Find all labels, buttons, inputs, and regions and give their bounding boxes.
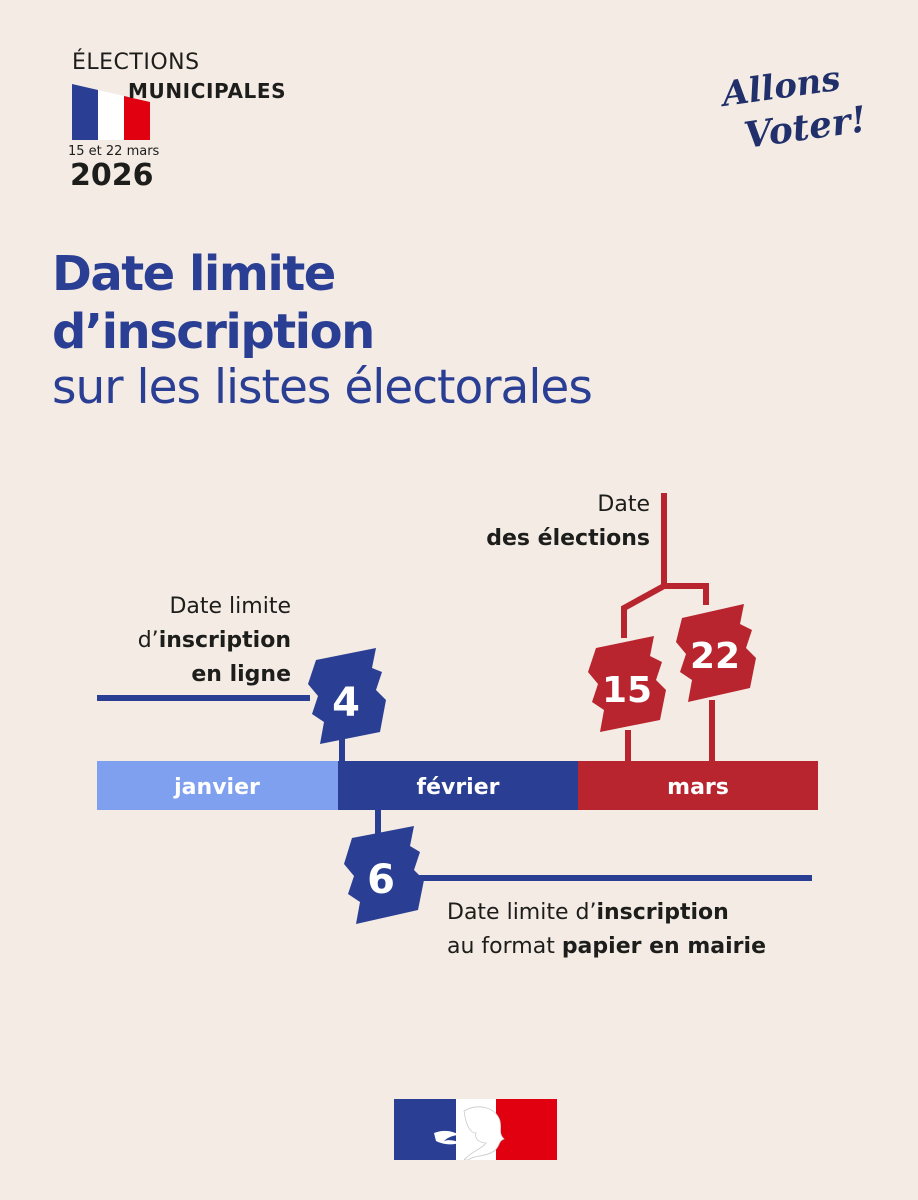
election-bracket-left bbox=[621, 583, 666, 638]
day-online: 4 bbox=[332, 680, 360, 726]
day-tag-online: 4 bbox=[308, 648, 386, 744]
day-tag-paper: 6 bbox=[344, 826, 424, 924]
title-line1: Date limite bbox=[52, 246, 336, 302]
title-line3: sur les listes électorales bbox=[52, 360, 593, 415]
header-dates: 15 et 22 mars bbox=[68, 144, 160, 159]
note-paper: Date limite d’inscription au format papi… bbox=[447, 896, 766, 964]
note-elections-line1: Date bbox=[597, 492, 650, 517]
note-elections-line2: des élections bbox=[486, 526, 650, 551]
day-second-round: 22 bbox=[690, 636, 740, 677]
day-paper: 6 bbox=[367, 857, 395, 903]
note-online-line3: en ligne bbox=[191, 662, 291, 687]
month-bar-fevrier bbox=[338, 761, 578, 810]
month-label-janvier: janvier bbox=[173, 775, 260, 800]
note-online-prefix: d’ bbox=[137, 628, 159, 653]
slogan-logo: Allons Voter! bbox=[717, 62, 866, 157]
month-label-fevrier: février bbox=[417, 775, 500, 800]
day-tag-second-round: 22 bbox=[676, 604, 756, 702]
day-tag-first-round: 15 bbox=[588, 636, 666, 732]
header-year: 2026 bbox=[70, 158, 154, 193]
note-paper-line1-bold: inscription bbox=[596, 900, 729, 925]
note-online-line2: d’inscription bbox=[138, 624, 291, 658]
note-online-line1: Date limite bbox=[169, 594, 291, 619]
french-flag-icon bbox=[72, 84, 150, 140]
note-paper-line1-prefix: Date limite d’ bbox=[447, 900, 597, 925]
header-elections: ÉLECTIONS bbox=[72, 50, 200, 75]
note-paper-line2: au format papier en mairie bbox=[447, 930, 766, 964]
note-paper-line1: Date limite d’inscription bbox=[447, 896, 766, 930]
marianne-logo bbox=[394, 1099, 557, 1160]
title-line2: d’inscription bbox=[52, 304, 375, 360]
note-paper-line2-bold: papier en mairie bbox=[561, 934, 766, 959]
note-online: Date limite d’inscription en ligne bbox=[138, 590, 291, 692]
header-municipales: MUNICIPALES bbox=[128, 79, 287, 103]
month-label-mars: mars bbox=[667, 775, 729, 800]
day-first-round: 15 bbox=[602, 670, 652, 711]
note-online-bold: inscription bbox=[158, 628, 291, 653]
note-elections: Date des élections bbox=[486, 488, 650, 556]
election-bracket bbox=[661, 493, 709, 605]
month-bar-mars bbox=[578, 761, 818, 810]
month-bar-janvier bbox=[97, 761, 338, 810]
note-paper-line2-prefix: au format bbox=[447, 934, 562, 959]
